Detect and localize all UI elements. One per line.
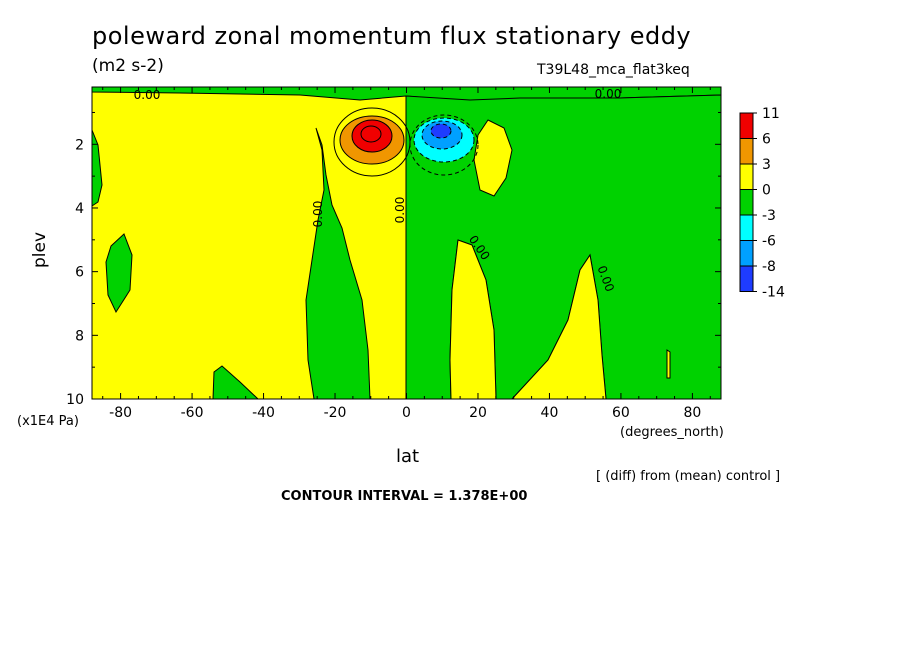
contour-label: 0.00 <box>393 197 407 224</box>
colorbar-swatch <box>739 163 754 190</box>
y-axis-unit: (x1E4 Pa) <box>17 414 79 429</box>
colorbar-swatch <box>739 112 754 139</box>
axes: -80 -60 -40 -20 0 20 40 60 80 2 4 6 8 10 <box>66 87 721 421</box>
x-tick-label: -20 <box>324 405 347 421</box>
x-tick-label: -60 <box>181 405 204 421</box>
y-tick-label: 8 <box>75 328 84 344</box>
contour-label: 0.00 <box>134 88 161 102</box>
x-axis-unit: (degrees_north) <box>620 425 724 440</box>
chart-title: poleward zonal momentum flux stationary … <box>92 22 692 50</box>
x-axis-label: lat <box>396 446 420 467</box>
contour-labels: 0.00 0.000.00 0.000.000.00 <box>134 87 622 294</box>
fill-6-11 <box>351 119 393 153</box>
y-tick-label: 10 <box>66 392 84 408</box>
contour-m3 <box>409 114 479 176</box>
colorbar-label: 0 <box>762 183 771 199</box>
fill-m8-m14 <box>430 123 452 139</box>
colorbar-swatch <box>739 240 754 267</box>
contour-label: 0.00 <box>595 87 622 101</box>
colorbar-label: 6 <box>762 132 771 148</box>
x-tick-label: -80 <box>109 405 132 421</box>
x-tick-label: 80 <box>683 405 701 421</box>
colorbar-swatch <box>739 265 754 292</box>
contour-inner <box>360 125 382 143</box>
diff-note: [ (diff) from (mean) control ] <box>596 469 781 484</box>
colorbar-label: -8 <box>762 259 776 275</box>
x-tick-label: 60 <box>612 405 630 421</box>
colorbar-label: -6 <box>762 234 776 250</box>
contour-label: 0.00 <box>311 201 325 228</box>
colorbar-label: 11 <box>762 106 780 122</box>
contour-3 <box>333 107 411 177</box>
x-tick-label: 20 <box>469 405 487 421</box>
y-tick-label: 4 <box>75 201 84 217</box>
negative-minimum <box>409 114 479 176</box>
colorbar-label: -14 <box>762 285 785 301</box>
x-tick-label: 40 <box>541 405 559 421</box>
y-tick-label: 2 <box>75 137 84 153</box>
contour-interval: CONTOUR INTERVAL = 1.378E+00 <box>281 489 528 504</box>
positive-maximum <box>333 107 411 177</box>
x-tick-label: 0 <box>402 405 411 421</box>
chart-units: (m2 s-2) <box>92 56 164 76</box>
colorbar-swatch <box>739 214 754 241</box>
colorbar-label: 3 <box>762 157 771 173</box>
x-tick-label: -40 <box>252 405 275 421</box>
colorbar-swatch <box>739 189 754 216</box>
colorbar-legend: 11 6 3 0 -3 -6 -8 -14 <box>739 106 785 301</box>
colorbar-label: -3 <box>762 208 776 224</box>
run-label: T39L48_mca_flat3keq <box>537 62 690 78</box>
positive-tongues <box>449 119 671 400</box>
y-tick-label: 6 <box>75 265 84 281</box>
colorbar-swatch <box>739 138 754 165</box>
